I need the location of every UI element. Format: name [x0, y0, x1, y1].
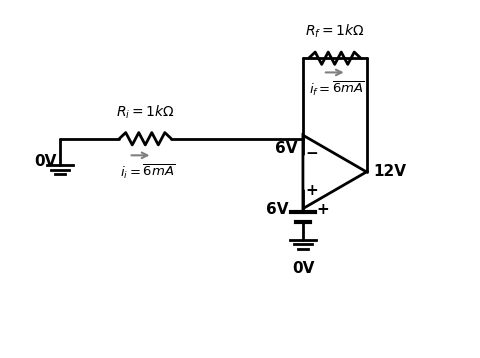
- Text: +: +: [305, 183, 318, 198]
- Text: $i_i = \overline{6mA}$: $i_i = \overline{6mA}$: [120, 163, 175, 181]
- Text: 12V: 12V: [373, 164, 407, 179]
- Text: $R_f = 1k\Omega$: $R_f = 1k\Omega$: [305, 23, 364, 40]
- Text: 0V: 0V: [34, 154, 56, 169]
- Text: +: +: [316, 202, 329, 217]
- Text: 6V: 6V: [275, 141, 297, 156]
- Text: 0V: 0V: [292, 261, 314, 276]
- Text: −: −: [305, 146, 318, 161]
- Text: $i_f = \overline{6mA}$: $i_f = \overline{6mA}$: [309, 79, 365, 98]
- Text: 6V: 6V: [266, 202, 289, 217]
- Text: $R_i = 1k\Omega$: $R_i = 1k\Omega$: [116, 103, 175, 121]
